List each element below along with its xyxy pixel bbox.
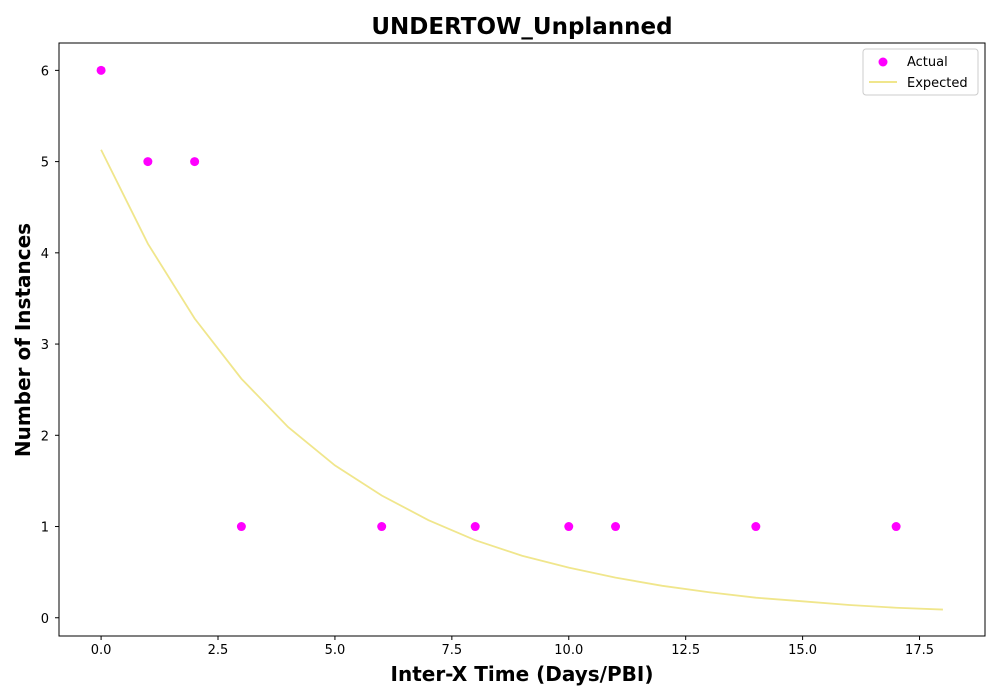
y-tick-label: 6: [41, 64, 49, 79]
y-tick-label: 2: [41, 429, 49, 444]
legend-expected-label: Expected: [907, 76, 968, 91]
y-tick-label: 0: [41, 612, 49, 627]
actual-point: [143, 157, 153, 167]
x-tick-label: 0.0: [91, 643, 112, 658]
actual-point: [751, 522, 761, 532]
x-tick-label: 7.5: [442, 643, 463, 658]
actual-point: [96, 65, 106, 75]
chart-title: UNDERTOW_Unplanned: [371, 14, 672, 40]
expected-line: [100, 149, 943, 611]
actual-point: [377, 522, 387, 532]
actual-point: [611, 522, 621, 532]
actual-point: [564, 522, 574, 532]
legend-actual-marker: [878, 57, 888, 67]
legend: Actual Expected: [862, 48, 979, 96]
y-tick-label: 4: [41, 247, 49, 262]
actual-point: [190, 157, 200, 167]
y-tick-label: 5: [41, 156, 49, 171]
actual-point: [236, 522, 246, 532]
legend-box: [862, 48, 979, 96]
x-tick-label: 17.5: [905, 643, 934, 658]
x-axis: 0.0 2.5 5.0 7.5 10.0 12.5 15.0 17.5: [91, 636, 934, 658]
plot-area: [58, 42, 986, 637]
y-axis-label: Number of Instances: [11, 223, 35, 457]
x-tick-label: 15.0: [788, 643, 817, 658]
y-axis: 0 1 2 3 4 5 6: [41, 64, 59, 627]
y-tick-label: 3: [41, 338, 49, 353]
x-axis-label: Inter-X Time (Days/PBI): [391, 662, 654, 686]
actual-point: [891, 522, 901, 532]
x-tick-label: 5.0: [325, 643, 346, 658]
x-tick-label: 12.5: [671, 643, 700, 658]
legend-actual-label: Actual: [907, 55, 948, 70]
x-tick-label: 10.0: [554, 643, 583, 658]
series-layer: [96, 65, 943, 611]
y-tick-label: 1: [41, 521, 49, 536]
x-tick-label: 2.5: [208, 643, 229, 658]
actual-point: [470, 522, 480, 532]
